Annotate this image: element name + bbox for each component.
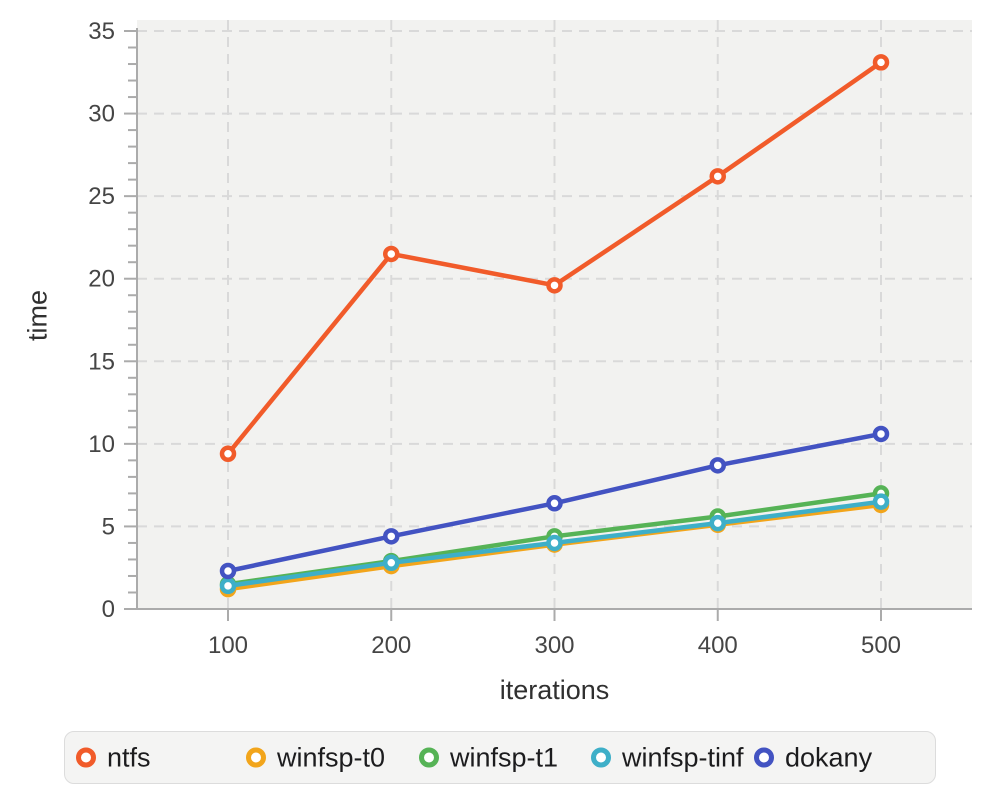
marker-dokany-400 — [709, 457, 726, 474]
marker-winfsp-tinf-500 — [872, 493, 890, 510]
legend-marker-icon — [754, 747, 774, 768]
legend-item-label: winfsp-tinf — [622, 742, 744, 772]
marker-dokany-300 — [546, 495, 563, 512]
x-tick-label: 500 — [861, 632, 901, 659]
x-tick-label: 200 — [371, 632, 411, 659]
legend-item-winfsp-t0[interactable]: winfsp-t0 — [246, 742, 385, 773]
y-tick-label: 30 — [88, 101, 115, 128]
x-tick-label: 300 — [534, 632, 574, 659]
y-tick-label: 25 — [88, 183, 115, 210]
y-tick-label: 35 — [88, 18, 115, 45]
marker-ntfs-500 — [872, 54, 890, 71]
legend-item-dokany[interactable]: dokany — [754, 742, 872, 773]
y-axis-title: time — [22, 290, 53, 342]
legend-item-winfsp-tinf[interactable]: winfsp-tinf — [591, 742, 744, 773]
y-tick-label: 5 — [102, 513, 115, 540]
y-tick-label: 20 — [88, 266, 115, 293]
y-tick-label: 0 — [102, 596, 115, 623]
legend-item-label: dokany — [785, 742, 873, 772]
marker-ntfs-400 — [709, 168, 726, 185]
legend-item-label: winfsp-t1 — [450, 742, 559, 772]
legend-marker-icon — [591, 747, 611, 768]
x-tick-label: 100 — [208, 632, 248, 659]
y-tick-label: 15 — [88, 348, 115, 375]
legend-item-winfsp-t1[interactable]: winfsp-t1 — [419, 742, 558, 773]
legend-marker-icon — [76, 747, 96, 768]
marker-dokany-200 — [383, 528, 400, 545]
marker-winfsp-tinf-100 — [219, 577, 237, 595]
y-tick-label: 10 — [88, 431, 115, 458]
marker-dokany-500 — [872, 425, 890, 443]
legend-marker-icon — [419, 747, 439, 768]
marker-winfsp-tinf-200 — [383, 554, 400, 572]
marker-winfsp-tinf-400 — [709, 514, 726, 532]
legend-item-label: winfsp-t0 — [277, 742, 386, 772]
x-axis-title: iterations — [499, 675, 610, 705]
marker-winfsp-tinf-300 — [546, 534, 563, 552]
legend: ntfs winfsp-t0 winfsp-t1 winfsp-tinf dokany — [64, 731, 936, 784]
marker-ntfs-200 — [383, 245, 400, 263]
marker-dokany-100 — [219, 562, 237, 580]
legend-item-ntfs[interactable]: ntfs — [76, 742, 151, 773]
marker-ntfs-100 — [219, 445, 237, 463]
legend-marker-icon — [246, 747, 266, 768]
marker-ntfs-300 — [546, 277, 563, 294]
legend-item-label: ntfs — [107, 742, 151, 772]
x-tick-label: 400 — [698, 632, 738, 659]
